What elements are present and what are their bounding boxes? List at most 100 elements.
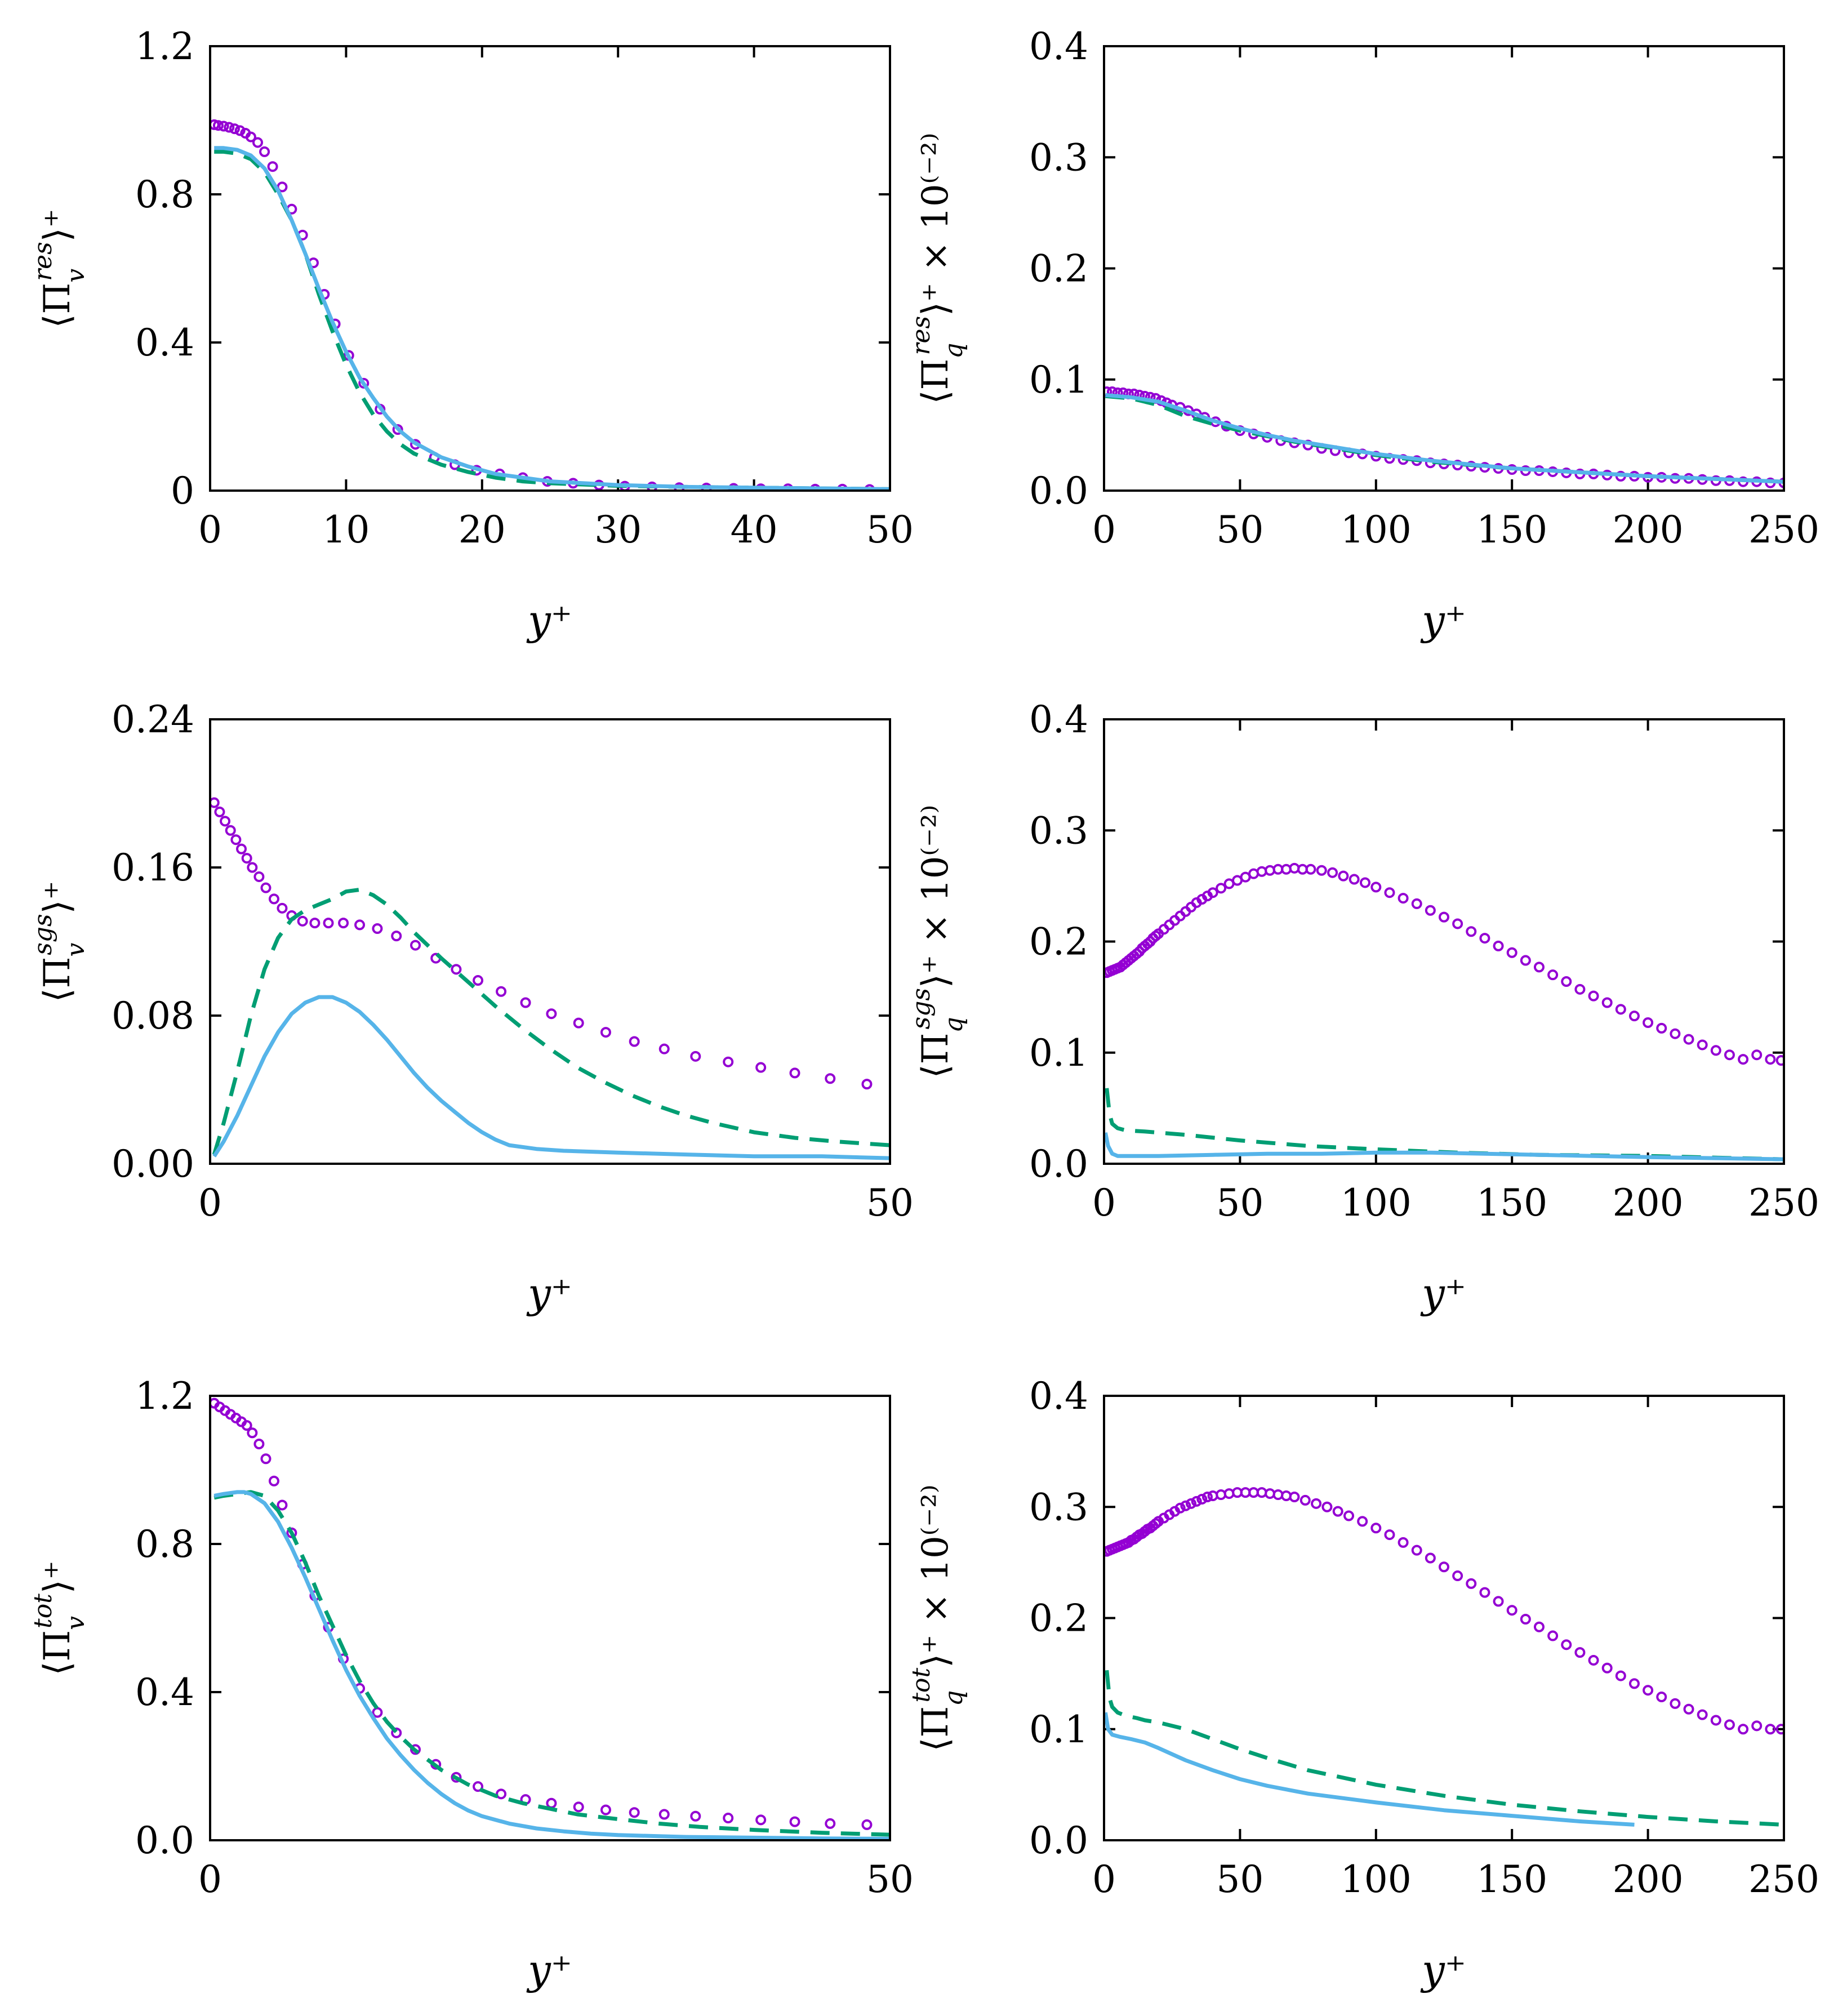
data-point-dots	[658, 1043, 670, 1054]
data-point-dots	[1520, 955, 1531, 966]
data-point-dots	[338, 918, 349, 929]
data-point-dots	[410, 1744, 421, 1755]
panel-sgs-q: 0 50 100 150 200 250 0.0 0.1 0.2 0.3 0.4 y⁺ ⟨Πqsgs⟩⁺…	[907, 698, 1819, 1317]
x-tick-label: 40	[731, 508, 778, 551]
data-point-dots	[277, 1499, 288, 1511]
panel-sgs-v: 0 50 0.00 0.08 0.16 0.24 y⁺ ⟨Πvsgs⟩⁺	[29, 698, 914, 1317]
data-point-dots	[1738, 1724, 1749, 1735]
data-point-dots	[1670, 1698, 1681, 1709]
data-point-dots	[358, 377, 370, 389]
data-point-dots	[229, 123, 240, 135]
series-line-dashed	[1105, 1088, 1784, 1161]
data-point-dots	[1299, 1494, 1311, 1506]
x-tick-label: 250	[1748, 1858, 1819, 1901]
y-tick-label: 1.2	[135, 25, 194, 68]
axes-frame	[209, 1395, 891, 1841]
data-point-dots	[1493, 1596, 1504, 1607]
panel-res-v: 0 10 20 30 40 50 0 0.4 0.8 1.2 y⁺ ⟨Πvres⟩⁺	[29, 25, 914, 644]
data-point-dots	[1411, 1545, 1422, 1556]
panel-tot-q: 0 50 100 150 200 250 0.0 0.1 0.2 0.3 0.4 y⁺ ⟨Πqtot⟩⁺…	[907, 1374, 1819, 1993]
data-point-dots	[210, 119, 220, 130]
data-point-dots	[1327, 867, 1338, 878]
data-point-dots	[1588, 1654, 1599, 1666]
data-point-dots	[1207, 887, 1218, 898]
data-point-dots	[690, 1810, 701, 1822]
x-axis-label: y⁺	[1420, 1270, 1466, 1317]
y-tick-label: 1.2	[135, 1374, 194, 1418]
data-point-dots	[372, 1707, 383, 1718]
data-point-dots	[260, 1453, 272, 1465]
panel-tot-v: 0 50 0.0 0.4 0.8 1.2 y⁺ ⟨Πvtot⟩⁺	[29, 1374, 914, 1993]
x-tick-label: 50	[866, 1181, 914, 1225]
y-tick-label: 0.24	[112, 698, 194, 741]
data-point-dots	[241, 853, 252, 864]
x-tick-label: 50	[1216, 508, 1263, 551]
y-axis-label: ⟨Πvres⟩⁺	[29, 208, 90, 328]
data-point-dots	[1574, 983, 1586, 995]
data-point-dots	[260, 882, 272, 893]
data-point-dots	[1561, 976, 1572, 987]
y-tick-label: 0.1	[1029, 358, 1088, 402]
data-point-dots	[496, 1788, 507, 1800]
y-tick-label: 0.08	[112, 994, 194, 1038]
x-tick-label: 0	[1092, 1858, 1116, 1901]
data-point-dots	[1775, 1724, 1784, 1735]
x-axis-label: y⁺	[526, 1946, 572, 1993]
data-point-dots	[210, 797, 220, 808]
data-point-dots	[690, 1051, 701, 1062]
data-point-dots	[451, 964, 462, 975]
data-point-dots	[247, 1427, 258, 1439]
data-point-dots	[1683, 1703, 1694, 1715]
data-point-dots	[755, 1062, 767, 1073]
y-tick-label: 0.4	[135, 1671, 194, 1714]
y-axis-label: ⟨Πqtot⟩⁺ × 10⁽⁻²⁾	[907, 1484, 968, 1751]
data-point-dots	[1425, 1552, 1436, 1564]
x-tick-label: 0	[198, 508, 222, 551]
x-tick-label: 20	[459, 508, 506, 551]
data-point-dots	[220, 816, 231, 827]
data-point-dots	[1588, 990, 1599, 1002]
data-point-dots	[1738, 1054, 1749, 1065]
y-tick-label: 0.4	[1029, 698, 1088, 741]
data-point-dots	[1547, 969, 1559, 981]
data-point-dots	[1520, 1613, 1531, 1625]
data-point-dots	[1384, 887, 1395, 898]
data-point-dots	[1452, 1570, 1463, 1582]
data-point-dots	[277, 902, 288, 914]
series-line-solid	[1104, 1712, 1635, 1827]
data-point-dots	[1506, 947, 1517, 958]
data-point-dots	[1370, 1523, 1382, 1534]
data-point-dots	[1185, 1498, 1196, 1509]
data-point-dots	[268, 893, 279, 905]
data-point-dots	[1439, 1561, 1449, 1573]
series-group	[1104, 1487, 1784, 1827]
data-point-dots	[573, 1801, 584, 1813]
data-point-dots	[451, 1772, 462, 1783]
data-point-dots	[1305, 864, 1316, 875]
data-point-dots	[1561, 1639, 1572, 1650]
series-line-dashed	[212, 888, 890, 1155]
data-point-dots	[520, 997, 531, 1008]
series-group	[1104, 862, 1784, 1161]
data-point-dots	[473, 1781, 484, 1792]
y-tick-label: 0.0	[1029, 469, 1088, 513]
series-group	[1104, 386, 1784, 488]
y-tick-label: 0.0	[135, 1819, 194, 1862]
data-point-dots	[1601, 1662, 1613, 1674]
data-point-dots	[259, 146, 270, 157]
axes-frame	[1103, 718, 1785, 1165]
data-point-dots	[496, 986, 507, 997]
data-point-dots	[224, 122, 235, 133]
data-point-dots	[253, 871, 265, 882]
data-point-dots	[723, 1056, 734, 1067]
data-point-dots	[1601, 997, 1613, 1008]
data-point-dots	[1289, 1491, 1300, 1502]
data-point-dots	[1479, 933, 1490, 944]
data-point-dots	[214, 806, 225, 817]
data-point-dots	[825, 1073, 836, 1084]
data-point-dots	[825, 1818, 836, 1829]
data-point-dots	[1343, 1510, 1355, 1521]
data-point-dots	[1628, 1678, 1640, 1689]
y-tick-label: 0.4	[1029, 25, 1088, 68]
